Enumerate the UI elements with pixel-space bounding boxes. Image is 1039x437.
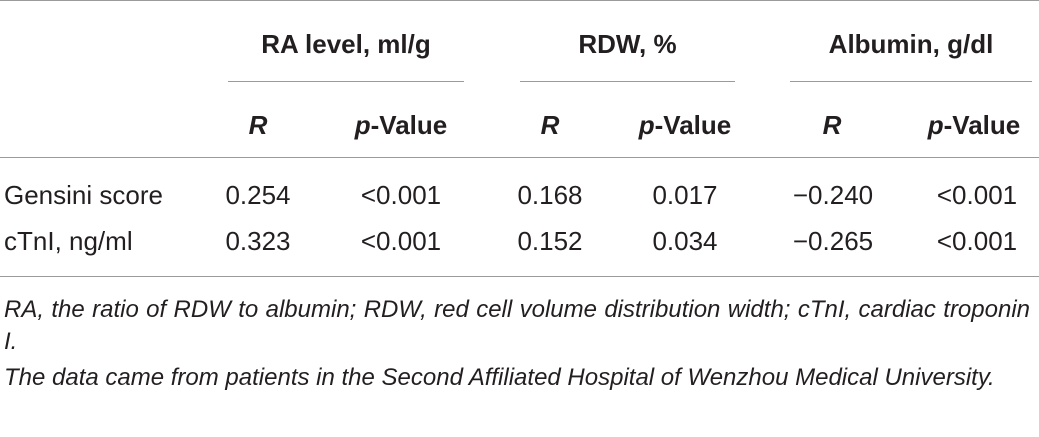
table-cell: <0.001: [936, 180, 1018, 210]
table-cell: <0.001: [936, 226, 1018, 256]
group-underline-ra-level: [228, 81, 464, 82]
subheader-p-value-rdw: p-Value: [638, 110, 732, 140]
row-label-ctni: cTnI, ng/ml: [4, 226, 133, 256]
table-cell: <0.001: [360, 226, 442, 256]
table-cell: 0.152: [517, 226, 583, 256]
table-cell: 0.168: [517, 180, 583, 210]
footnote-abbreviations: RA, the ratio of RDW to albumin; RDW, re…: [4, 296, 1030, 355]
subheader-r-albumin: R: [822, 110, 842, 140]
subheader-p-value-ra: p-Value: [354, 110, 448, 140]
table-cell: 0.323: [225, 226, 291, 256]
header-bottom-rule: [0, 157, 1039, 158]
table-cell: −0.265: [792, 226, 874, 256]
subheader-r-ra: R: [248, 110, 268, 140]
subheader-p-value-albumin: p-Value: [927, 110, 1021, 140]
table-cell: −0.240: [792, 180, 874, 210]
table-cell: 0.034: [652, 226, 718, 256]
group-underline-rdw: [520, 81, 735, 82]
footnote-data-source: The data came from patients in the Secon…: [4, 364, 995, 391]
table-cell: <0.001: [360, 180, 442, 210]
table-cell: 0.254: [225, 180, 291, 210]
group-header-rdw: RDW, %: [578, 29, 677, 59]
table-cell: 0.017: [652, 180, 718, 210]
group-header-albumin: Albumin, g/dl: [828, 29, 994, 59]
group-underline-albumin: [790, 81, 1032, 82]
subheader-r-rdw: R: [540, 110, 560, 140]
row-label-gensini-score: Gensini score: [4, 180, 163, 210]
table-top-rule: [0, 0, 1039, 1]
table-bottom-rule: [0, 276, 1039, 277]
group-header-ra-level: RA level, ml/g: [261, 29, 431, 59]
